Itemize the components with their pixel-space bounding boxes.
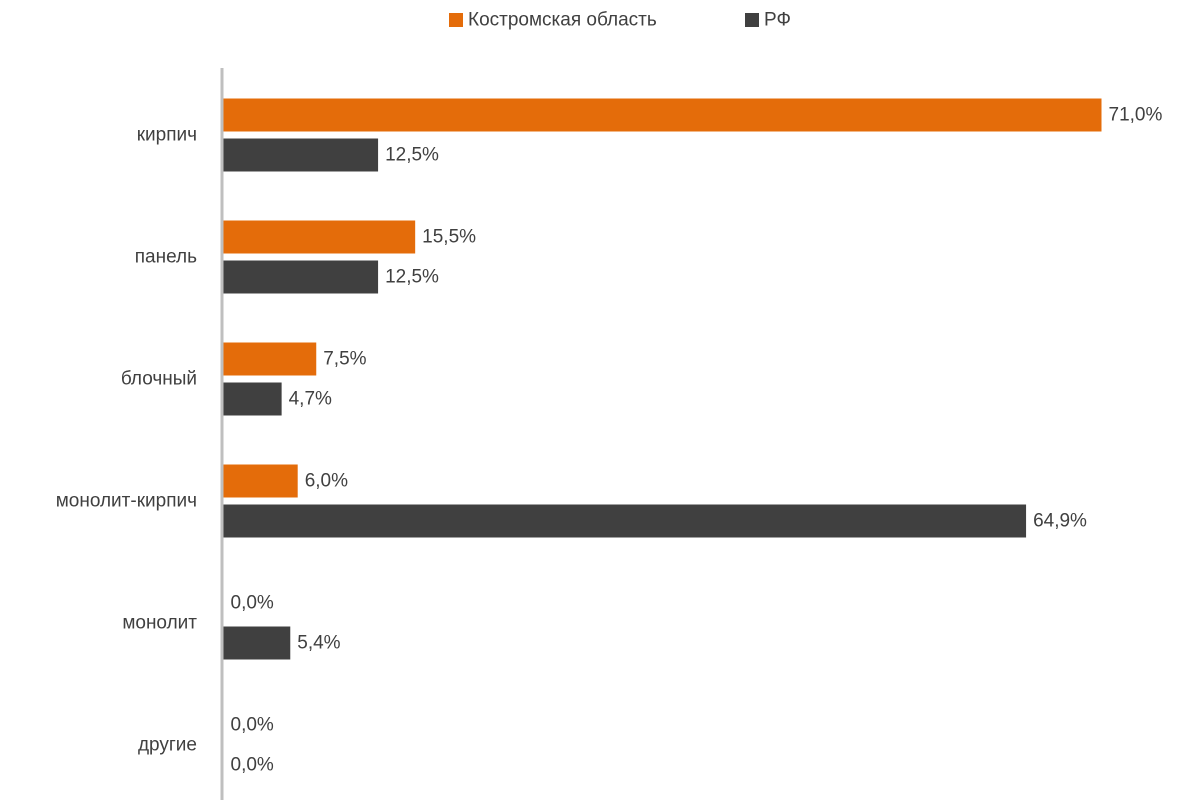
category-label: монолит [122,613,197,634]
category-label: панель [135,247,197,268]
category-label: кирпич [137,125,197,146]
category-label: монолит-кирпич [56,491,197,512]
data-label: 15,5% [422,227,476,248]
data-label: 71,0% [1109,105,1163,126]
bar-rf [223,626,291,660]
legend-swatch [745,13,759,27]
legend: Костромская область РФ [449,10,791,31]
data-label: 64,9% [1033,511,1087,532]
bar-rf [223,382,282,416]
bars [223,98,1102,660]
bar-rf [223,138,379,172]
bar-rf [223,260,379,294]
data-label: 7,5% [323,349,366,370]
data-label: 5,4% [297,633,340,654]
data-label: 6,0% [305,471,348,492]
bar-kostroma [223,464,298,498]
bar-kostroma [223,220,416,254]
data-label: 12,5% [385,267,439,288]
data-label: 12,5% [385,145,439,166]
bar-kostroma [223,342,317,376]
bar-rf [223,504,1027,538]
data-labels: 71,0% 12,5% 15,5% 12,5% 7,5% 4,7% 6,0% 64,9% 0,0… [231,105,1163,776]
data-label: 4,7% [289,389,332,410]
legend-label: РФ [764,10,791,31]
category-label: другие [138,735,197,756]
data-label: 0,0% [231,593,274,614]
legend-label: Костромская область [468,10,657,31]
legend-swatch [449,13,463,27]
data-label: 0,0% [231,755,274,776]
category-label: блочный [121,369,197,390]
category-labels: кирпич панель блочный монолит-кирпич монолит… [56,125,198,756]
bar-kostroma [223,98,1102,132]
data-label: 0,0% [231,715,274,736]
